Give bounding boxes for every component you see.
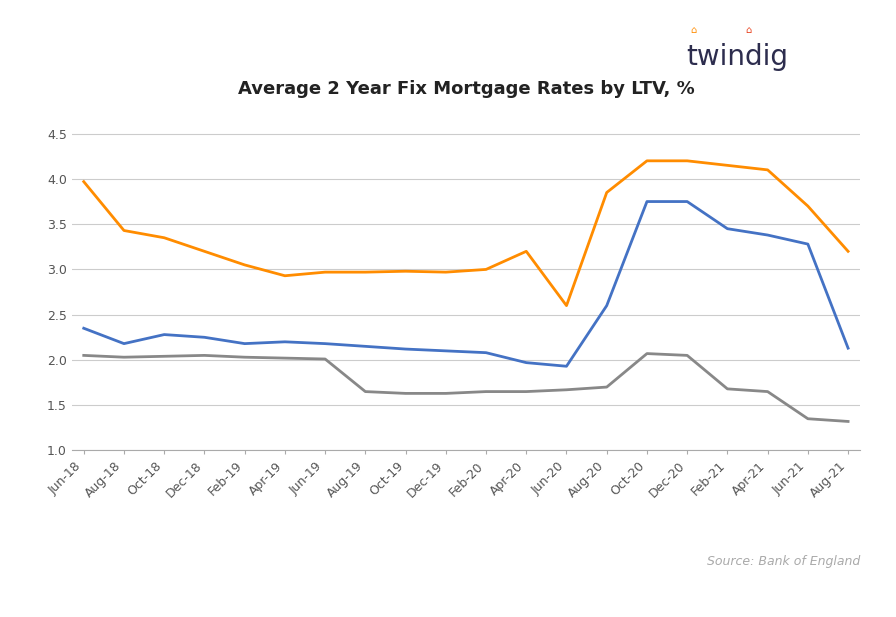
Text: ⌂: ⌂	[691, 25, 696, 35]
Title: Average 2 Year Fix Mortgage Rates by LTV, %: Average 2 Year Fix Mortgage Rates by LTV…	[237, 80, 694, 98]
Text: ⌂: ⌂	[745, 25, 751, 35]
Text: Source: Bank of England: Source: Bank of England	[707, 555, 860, 568]
Text: twindig: twindig	[686, 43, 788, 71]
